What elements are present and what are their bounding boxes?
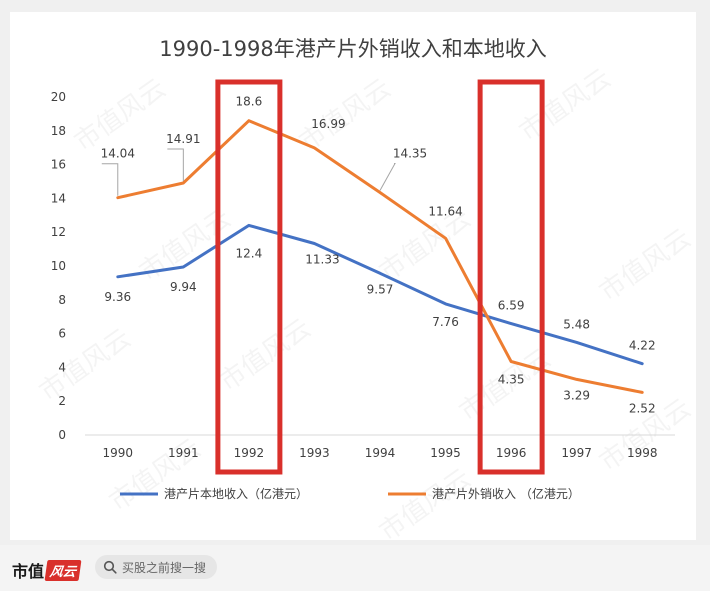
y-tick-label: 16 [51, 158, 66, 172]
y-tick-label: 4 [58, 360, 66, 374]
y-tick-label: 12 [51, 225, 66, 239]
export-revenue-label: 3.29 [563, 388, 590, 402]
watermark-text: 市值风云 [134, 203, 236, 287]
local-revenue-label: 9.36 [104, 290, 131, 304]
x-tick-label: 1995 [430, 446, 461, 460]
footer-bar: 市值 风云 买股之前搜一搜 [0, 545, 710, 591]
x-tick-label: 1990 [103, 446, 134, 460]
brand-seal: 风云 [44, 559, 82, 581]
y-tick-label: 6 [58, 327, 66, 341]
y-tick-label: 2 [58, 394, 66, 408]
y-tick-label: 20 [51, 90, 66, 104]
y-tick-label: 18 [51, 124, 66, 138]
data-label-leader [167, 148, 184, 182]
x-tick-label: 1997 [561, 446, 592, 460]
local-revenue-label: 9.94 [170, 280, 197, 294]
search-placeholder: 买股之前搜一搜 [122, 560, 207, 575]
watermark-text: 市值风云 [374, 463, 476, 540]
legend-label: 港产片本地收入（亿港元） [164, 486, 308, 501]
export-revenue-label: 14.04 [101, 147, 135, 161]
brand-logo[interactable]: 市值 风云 [12, 558, 82, 582]
export-revenue-label: 14.91 [166, 132, 200, 146]
local-revenue-label: 7.76 [432, 315, 459, 329]
local-revenue-label: 4.22 [629, 339, 656, 353]
search-box[interactable]: 买股之前搜一搜 [95, 555, 217, 579]
chart-card: 市值风云 市值风云 市值风云 市值风云 市值风云 市值风云 市值风云 市值风云 市值风云 市值风云… [10, 12, 696, 540]
export-revenue-label: 18.6 [236, 95, 263, 109]
data-label-leader [379, 162, 396, 191]
watermark-text: 市值风云 [594, 223, 696, 307]
export-revenue-line [116, 119, 644, 394]
local-revenue-line [116, 223, 644, 366]
export-revenue-label: 11.64 [428, 204, 462, 218]
export-revenue-label: 16.99 [311, 117, 345, 131]
watermark-text: 市值风云 [514, 63, 616, 147]
export-revenue-label: 4.35 [498, 372, 525, 386]
x-tick-label: 1998 [627, 446, 658, 460]
x-tick-label: 1993 [299, 446, 330, 460]
y-tick-label: 0 [58, 428, 66, 442]
export-revenue-label: 14.35 [393, 146, 427, 160]
chart-title: 1990-1998年港产片外销收入和本地收入 [159, 37, 546, 61]
watermark-text: 市值风云 [34, 323, 136, 407]
highlight-box [215, 79, 283, 475]
x-tick-label: 1996 [496, 446, 527, 460]
highlight-box [477, 79, 545, 475]
local-revenue-label: 12.4 [236, 246, 263, 260]
x-tick-label: 1992 [234, 446, 265, 460]
y-tick-label: 14 [51, 191, 66, 205]
local-revenue-label: 9.57 [367, 282, 394, 296]
brand-name: 市值 [12, 562, 45, 581]
watermark-text: 市值风云 [214, 313, 316, 397]
local-revenue-label: 6.59 [498, 299, 525, 313]
watermark-text: 市值风云 [69, 73, 171, 157]
local-revenue-label: 5.48 [563, 317, 590, 331]
legend-label: 港产片外销收入 （亿港元） [432, 486, 580, 501]
local-revenue-label: 11.33 [305, 253, 339, 267]
x-tick-label: 1991 [168, 446, 199, 460]
x-tick-label: 1994 [365, 446, 396, 460]
data-label-leader [101, 163, 119, 196]
export-revenue-label: 2.52 [629, 401, 656, 415]
search-icon [103, 560, 117, 574]
y-tick-label: 10 [51, 259, 66, 273]
y-tick-label: 8 [58, 293, 66, 307]
